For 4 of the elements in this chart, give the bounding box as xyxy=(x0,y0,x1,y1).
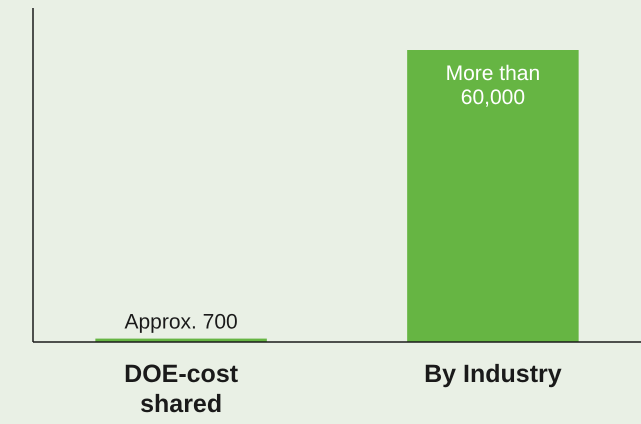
x-tick-label: DOE-cost shared xyxy=(124,360,239,418)
data-label: More than 60,000 xyxy=(446,62,540,109)
data-label: Approx. 700 xyxy=(124,310,238,334)
x-tick-label: By Industry xyxy=(424,360,562,388)
